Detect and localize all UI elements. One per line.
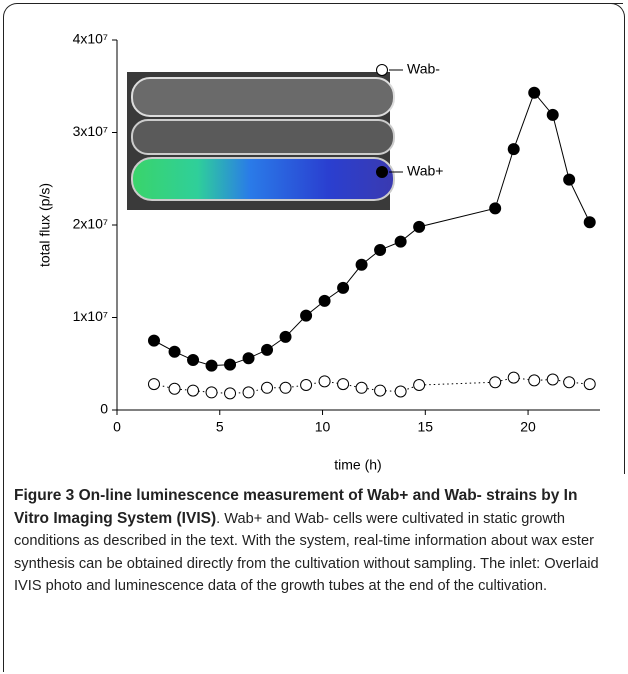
data-point [261,381,274,394]
data-point [224,358,237,371]
legend-marker [376,64,388,76]
data-point [168,345,181,358]
data-point [374,243,387,256]
x-tick-label: 0 [113,419,121,435]
data-point [337,281,350,294]
y-tick-label: 4x10⁷ [73,31,108,47]
x-tick-label: 10 [315,419,331,435]
chart: total flux (p/s) time (h) 0 1x10⁷ 2x10⁷ 3x1… [37,31,600,473]
data-point [318,294,331,307]
data-point [374,384,387,397]
data-point [300,379,313,392]
data-point [528,86,541,99]
data-point [242,386,255,399]
x-tick-label: 20 [520,419,536,435]
data-point [413,220,426,233]
x-axis-label: time (h) [334,457,381,473]
caption: Figure 3 On-line luminescence measuremen… [14,485,614,598]
data-point [394,235,407,248]
legend-label: Wab- [407,61,440,77]
data-point [168,382,181,395]
data-point [546,108,559,121]
data-point [546,373,559,386]
data-point [205,359,218,372]
y-tick-label: 1x10⁷ [73,308,108,324]
data-point [261,343,274,356]
legend-label: Wab+ [407,163,443,179]
y-axis-label: total flux (p/s) [37,183,53,267]
data-point [147,378,160,391]
data-point [279,330,292,343]
data-point [563,376,576,389]
series-line [153,377,590,394]
data-point [279,381,292,394]
data-point [583,216,596,229]
data-point [394,385,407,398]
x-tick-label: 15 [418,419,434,435]
y-tick-label: 0 [100,401,108,417]
caption-text: . Wab+ and Wab- cells were cultivated in… [14,510,599,595]
figure-frame [3,3,623,672]
y-tick-label: 3x10⁷ [73,123,108,139]
legend-marker [376,166,388,178]
data-point [507,143,520,156]
data-point [318,375,331,388]
data-point [337,378,350,391]
data-point [355,258,368,271]
y-tick-label: 2x10⁷ [73,216,108,232]
data-point [413,379,426,392]
data-point [242,352,255,365]
data-point [489,376,502,389]
data-point [187,384,200,397]
data-point [205,386,218,399]
data-point [300,309,313,322]
data-point [147,334,160,347]
x-tick-label: 5 [216,419,224,435]
data-point [489,202,502,215]
data-point [583,378,596,391]
data-point [355,381,368,394]
data-point [187,354,200,367]
data-point [507,371,520,384]
inset-photo [127,72,395,210]
data-point [528,374,541,387]
data-point [224,387,237,400]
caption-title: Figure 3 On-line luminescence measuremen… [14,487,578,527]
data-point [563,173,576,186]
